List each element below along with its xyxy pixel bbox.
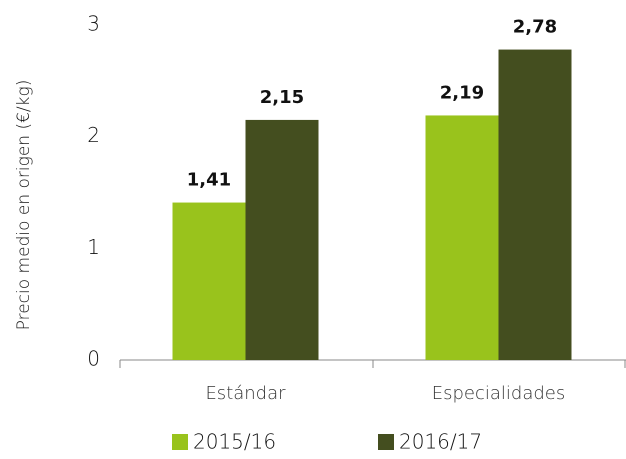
legend-swatch	[378, 434, 394, 450]
data-label: 1,41	[187, 170, 231, 191]
y-tick-label: 1	[87, 235, 100, 259]
legend-label: 2015/16	[193, 430, 276, 454]
y-axis-label: Precio medio en origen (€/kg)	[14, 80, 34, 331]
bar	[498, 49, 572, 361]
legend-label: 2016/17	[399, 430, 482, 454]
data-label: 2,15	[260, 87, 304, 108]
bar	[172, 202, 246, 360]
x-tick-label: Estándar	[205, 383, 286, 404]
data-label: 2,78	[513, 17, 557, 38]
y-tick-label: 2	[87, 123, 100, 147]
legend-swatch	[172, 434, 188, 450]
data-label: 2,19	[440, 82, 484, 103]
bar	[245, 119, 319, 361]
y-tick-label: 0	[87, 347, 100, 371]
y-tick-label: 3	[87, 12, 100, 36]
bar	[425, 115, 499, 360]
x-tick-label: Especialidades	[432, 383, 566, 404]
